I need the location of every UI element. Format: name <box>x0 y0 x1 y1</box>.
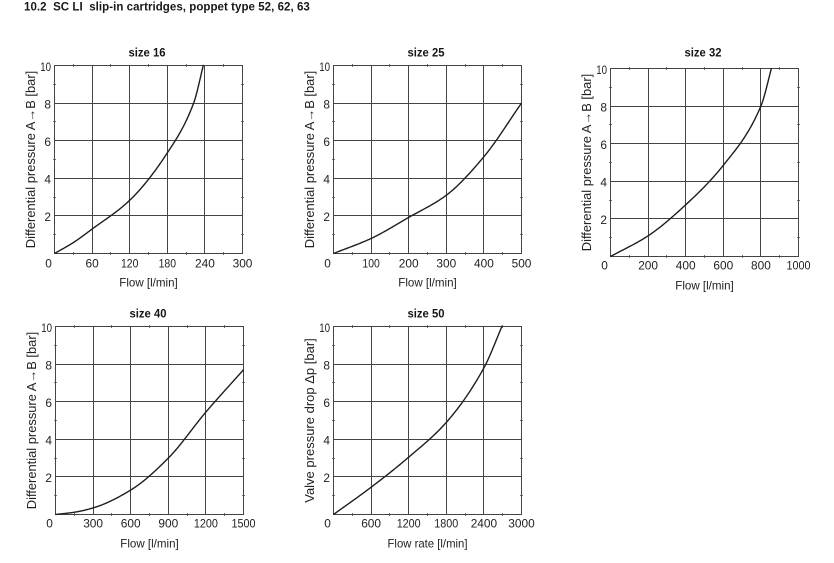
svg-text:4: 4 <box>600 176 607 190</box>
svg-text:6: 6 <box>600 138 607 152</box>
svg-text:size 40: size 40 <box>130 307 167 321</box>
svg-text:size 16: size 16 <box>129 46 166 60</box>
svg-text:4: 4 <box>44 173 51 187</box>
svg-text:60: 60 <box>86 257 99 271</box>
svg-text:size 50: size 50 <box>408 307 445 321</box>
svg-text:Valve pressure drop Δp [bar]: Valve pressure drop Δp [bar] <box>302 338 317 503</box>
svg-text:3000: 3000 <box>508 517 535 531</box>
svg-text:6: 6 <box>44 135 51 149</box>
svg-text:4: 4 <box>45 434 52 448</box>
svg-text:size 25: size 25 <box>408 46 445 60</box>
svg-text:400: 400 <box>474 257 494 271</box>
svg-text:1200: 1200 <box>194 517 218 531</box>
svg-text:6: 6 <box>323 396 330 410</box>
svg-text:10.2 SC LI slip-in cartridge: 10.2 SC LI slip-in cartridges, poppet ty… <box>24 2 310 14</box>
svg-text:Differential pressure A→B [bar: Differential pressure A→B [bar] <box>23 71 38 248</box>
svg-text:300: 300 <box>436 257 456 271</box>
svg-text:10: 10 <box>319 321 330 335</box>
svg-text:Differential pressure A→B [bar: Differential pressure A→B [bar] <box>579 74 594 251</box>
svg-text:500: 500 <box>512 257 532 271</box>
svg-text:Differential pressure A→B [bar: Differential pressure A→B [bar] <box>302 71 317 248</box>
svg-text:Flow [l/min]: Flow [l/min] <box>120 537 179 551</box>
svg-text:4: 4 <box>323 434 330 448</box>
svg-text:10: 10 <box>596 63 607 77</box>
svg-text:120: 120 <box>121 257 139 271</box>
svg-text:200: 200 <box>399 257 419 271</box>
svg-text:6: 6 <box>45 396 52 410</box>
svg-text:0: 0 <box>324 257 331 271</box>
svg-text:8: 8 <box>600 100 607 114</box>
svg-text:600: 600 <box>713 259 733 273</box>
svg-text:0: 0 <box>324 517 331 531</box>
svg-text:8: 8 <box>45 358 52 372</box>
svg-text:Differential pressure A→B [bar: Differential pressure A→B [bar] <box>24 332 39 509</box>
svg-text:0: 0 <box>46 517 53 531</box>
svg-text:size 32: size 32 <box>685 46 722 60</box>
svg-text:2: 2 <box>45 471 52 485</box>
svg-text:8: 8 <box>323 358 330 372</box>
svg-text:400: 400 <box>676 259 696 273</box>
svg-text:600: 600 <box>361 517 381 531</box>
svg-text:0: 0 <box>601 259 608 273</box>
svg-text:Flow [l/min]: Flow [l/min] <box>398 276 457 290</box>
svg-text:2400: 2400 <box>471 517 498 531</box>
svg-text:600: 600 <box>121 517 141 531</box>
svg-text:800: 800 <box>751 259 771 273</box>
svg-text:1800: 1800 <box>434 517 458 531</box>
svg-text:10: 10 <box>41 321 52 335</box>
svg-text:180: 180 <box>159 257 177 271</box>
svg-text:300: 300 <box>83 517 103 531</box>
svg-text:240: 240 <box>195 257 215 271</box>
svg-text:2: 2 <box>44 210 51 224</box>
svg-text:300: 300 <box>233 257 253 271</box>
svg-text:Flow [l/min]: Flow [l/min] <box>119 276 178 290</box>
svg-text:4: 4 <box>323 173 330 187</box>
svg-text:900: 900 <box>158 517 178 531</box>
svg-text:6: 6 <box>323 135 330 149</box>
svg-text:200: 200 <box>638 259 658 273</box>
svg-text:Flow rate [l/min]: Flow rate [l/min] <box>388 537 468 551</box>
svg-text:0: 0 <box>45 257 52 271</box>
svg-text:1200: 1200 <box>397 517 421 531</box>
svg-text:2: 2 <box>323 210 330 224</box>
svg-text:2: 2 <box>600 213 607 227</box>
svg-text:1000: 1000 <box>787 259 811 273</box>
svg-text:2: 2 <box>323 471 330 485</box>
svg-text:8: 8 <box>44 97 51 111</box>
svg-text:8: 8 <box>323 97 330 111</box>
svg-text:1500: 1500 <box>232 517 256 531</box>
svg-text:10: 10 <box>40 60 51 74</box>
svg-text:10: 10 <box>319 60 330 74</box>
svg-text:Flow [l/min]: Flow [l/min] <box>675 279 734 293</box>
svg-text:100: 100 <box>362 257 380 271</box>
